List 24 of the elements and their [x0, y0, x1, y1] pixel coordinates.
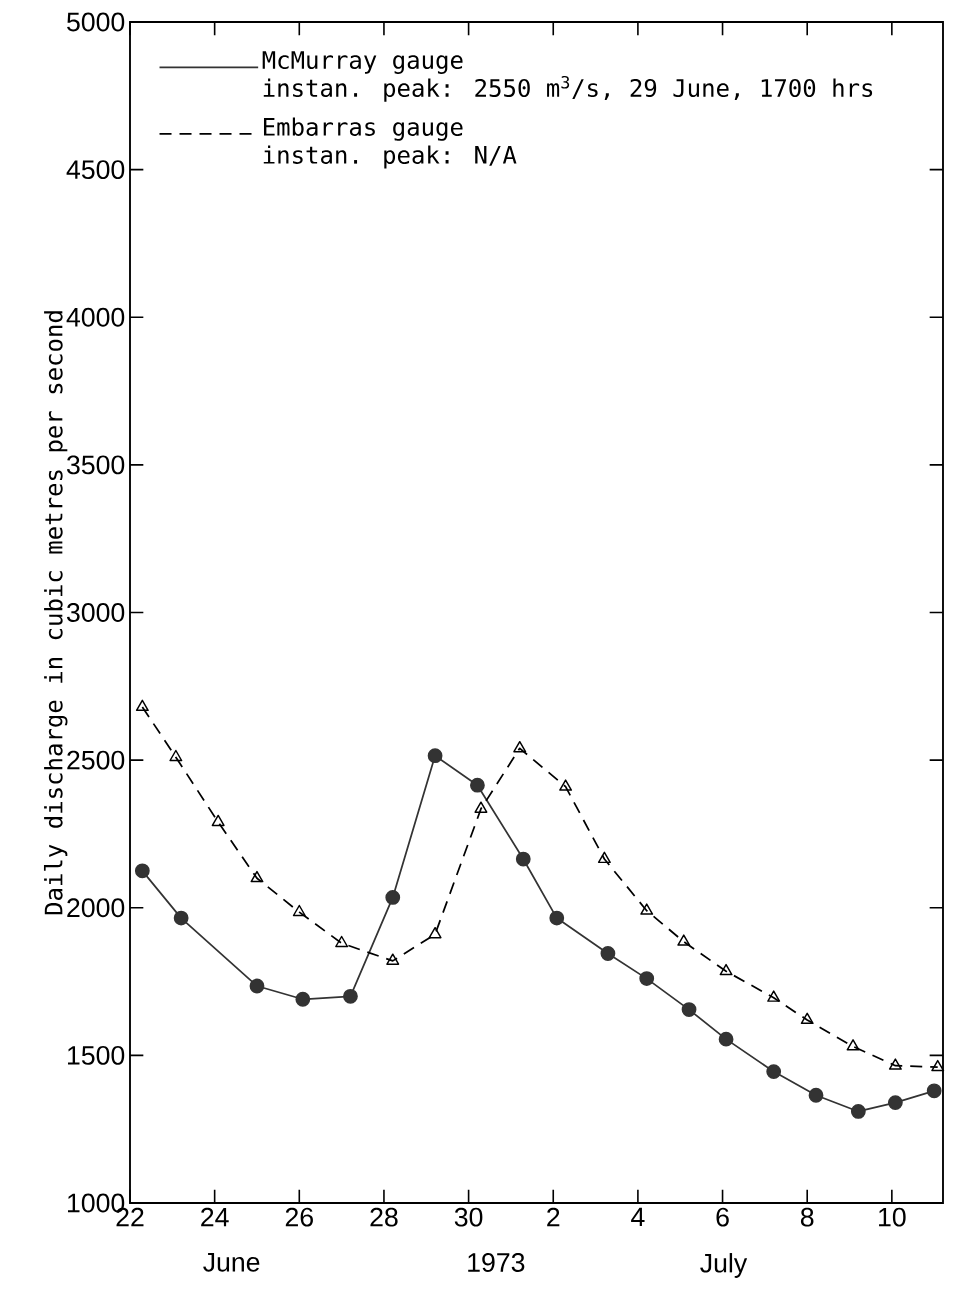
x-tick-label: 4: [631, 1207, 645, 1227]
legend-label: Embarras gauge: [263, 117, 463, 141]
x-tick-label: 10: [879, 1207, 906, 1227]
annotation: instan. peak: N/A: [263, 145, 517, 169]
x-tick-label: 24: [201, 1207, 229, 1227]
annotation: instan. peak: 2550 m$^{3}$/s, 29 June, 1700 hrs: [263, 75, 873, 102]
y-tick-label: 3000: [66, 603, 125, 622]
y-tick-label: 2500: [67, 750, 125, 770]
y-tick-label: 3500: [66, 455, 125, 475]
x-tick-label: 8: [800, 1207, 814, 1227]
text: July: [700, 1253, 748, 1278]
legend-label: McMurray gauge: [262, 51, 463, 74]
x-tick-label: 6: [716, 1207, 729, 1227]
y-tick-label: 5000: [67, 12, 125, 32]
x-tick-label: 2: [547, 1207, 560, 1227]
y-tick-label: 2000: [67, 898, 125, 918]
y-tick-label: 4000: [66, 307, 125, 327]
y-tick-label: 1500: [67, 1045, 125, 1065]
text: June: [203, 1253, 260, 1272]
x-axis-title: 1973: [468, 1253, 525, 1272]
x-tick-label: 28: [370, 1207, 398, 1227]
x-tick-label: 30: [454, 1207, 483, 1227]
y-tick-label: 4500: [66, 160, 125, 180]
x-tick-label: 26: [285, 1207, 313, 1227]
